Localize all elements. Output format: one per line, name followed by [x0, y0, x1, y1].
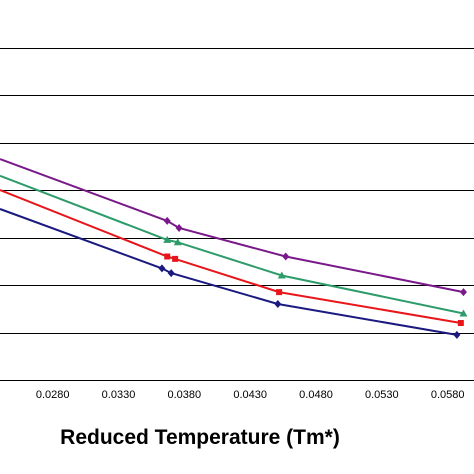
series-0-point-4: [453, 330, 461, 339]
series-0-point-1: [158, 264, 166, 273]
series-2-point-1: [163, 235, 172, 243]
series-2-line: [0, 174, 464, 315]
x-tick-labels: 0.0280 0.0330 0.0380 0.0430 0.0480 0.0530 0.05…: [36, 389, 465, 401]
series-0-line: [0, 208, 458, 336]
series-group: [0, 158, 468, 339]
series-1-line: [0, 189, 461, 324]
series-2-point-4: [459, 309, 468, 317]
grid-lines: [0, 48, 474, 381]
series-2-point-3: [277, 271, 286, 279]
series-1-point-4: [457, 320, 464, 326]
x-tick-label-3: 0.0430: [233, 389, 267, 401]
series-1-point-1: [164, 253, 171, 260]
series-0-point-2: [167, 269, 175, 278]
series-3-line: [0, 158, 464, 294]
series-3-point-1: [163, 216, 171, 225]
x-tick-label-6: 0.0580: [431, 389, 465, 401]
series-3-point-2: [175, 224, 183, 232]
x-tick-label-0: 0.0280: [36, 389, 70, 401]
series-1-point-3: [276, 289, 283, 296]
x-tick-label-5: 0.0530: [365, 389, 399, 401]
series-3-point-3: [282, 252, 290, 261]
series-1-point-2: [172, 255, 179, 262]
series-2-point-2: [173, 238, 182, 246]
x-axis-title: Reduced Temperature (Tm*): [60, 426, 340, 449]
x-tick-label-1: 0.0330: [102, 389, 136, 401]
x-tick-label-4: 0.0480: [299, 389, 333, 401]
x-tick-label-2: 0.0380: [168, 389, 202, 401]
series-0-point-3: [274, 300, 282, 308]
series-3-point-4: [459, 288, 467, 297]
